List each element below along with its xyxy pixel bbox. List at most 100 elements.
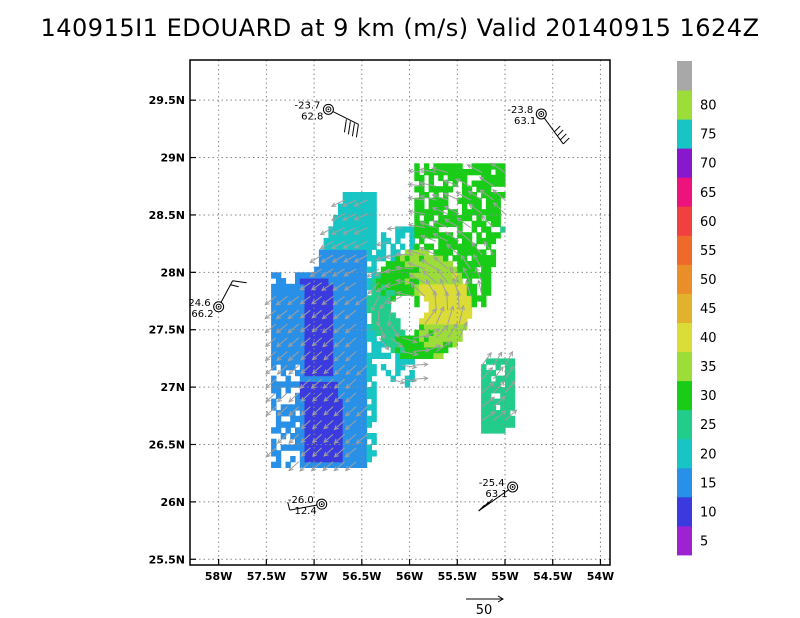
wind-cell (275, 456, 282, 463)
wind-cell (414, 266, 420, 273)
wind-cell (333, 427, 339, 434)
wind-cell (428, 329, 434, 336)
wind-cell (361, 324, 368, 331)
wind-cell (423, 192, 430, 199)
wind-vector (493, 396, 506, 407)
legend-swatch (677, 409, 692, 440)
wind-vector-head (353, 257, 360, 263)
wind-cell (328, 283, 334, 291)
wind-cell (328, 398, 334, 405)
wind-cell (500, 427, 506, 434)
wind-cell (309, 312, 315, 319)
wind-cell (271, 346, 277, 354)
wind-cell (447, 260, 454, 268)
station-top-value: -23.8 (507, 105, 533, 116)
wind-cell (462, 203, 468, 210)
wind-cell (342, 312, 349, 319)
wind-vector (331, 199, 345, 207)
wind-cell (328, 272, 334, 279)
wind-cell (380, 329, 387, 336)
wind-cell (376, 329, 382, 336)
wind-cell (490, 209, 497, 216)
wind-cell (290, 324, 296, 331)
wind-barb (553, 125, 561, 133)
wind-vector (288, 364, 300, 375)
wind-cell (309, 318, 315, 325)
wind-cell (304, 306, 310, 314)
wind-cell (280, 306, 287, 314)
wind-vector-head (435, 328, 441, 333)
wind-cell (433, 249, 439, 256)
wind-cell (318, 295, 325, 302)
wind-cell (342, 381, 349, 388)
wind-cell (347, 364, 353, 371)
wind-cell (495, 427, 501, 434)
wind-cell (371, 335, 377, 342)
wind-vector-head (353, 215, 359, 221)
wind-vector (344, 282, 357, 291)
wind-cell (352, 415, 358, 423)
wind-cell (347, 410, 353, 417)
wind-vector (312, 420, 323, 429)
wind-vector-head (419, 167, 425, 173)
wind-cell (347, 387, 353, 394)
legend-swatch (677, 525, 692, 556)
wind-cell (333, 444, 339, 451)
wind-cell (342, 358, 349, 365)
wind-vector (396, 291, 414, 297)
wind-cell (466, 249, 473, 256)
wind-vector-head (300, 451, 306, 457)
wind-cell (352, 450, 358, 457)
wind-cell (304, 341, 310, 348)
wind-cell (338, 203, 344, 210)
wind-vector-head (413, 351, 419, 357)
wind-cell (309, 358, 315, 365)
wind-cell (314, 312, 320, 319)
wind-vector (311, 461, 323, 472)
wind-cell (333, 266, 339, 273)
wind-cell (290, 335, 296, 342)
wind-vector-head (319, 244, 326, 250)
wind-cell (271, 272, 277, 279)
wind-cell (352, 272, 358, 279)
wind-cell (485, 392, 492, 400)
wind-cell (323, 237, 329, 245)
wind-vector-head (288, 438, 294, 444)
wind-cell (323, 387, 329, 394)
wind-cell (371, 410, 377, 417)
wind-vector (457, 217, 471, 229)
wind-cell (500, 174, 506, 182)
wind-cell (404, 335, 411, 342)
wind-cell (400, 358, 406, 365)
wind-cell (361, 352, 368, 359)
wind-cell (271, 324, 277, 331)
wind-cell (352, 278, 358, 285)
wind-cell (333, 283, 339, 291)
wind-vector-head (344, 314, 350, 320)
wind-cell (352, 410, 358, 417)
wind-cell (414, 278, 420, 285)
wind-cell (438, 249, 444, 256)
wind-vector (265, 351, 277, 361)
wind-cell (371, 278, 377, 285)
wind-cell (271, 387, 277, 394)
wind-vector-head (353, 229, 359, 235)
wind-cell (314, 289, 320, 296)
wind-cell (347, 341, 353, 348)
wind-cell (447, 283, 454, 291)
wind-cell (366, 301, 372, 308)
wind-cell (352, 352, 358, 359)
station-stn-se: -25.463.1 (478, 478, 519, 512)
wind-vector-head (407, 195, 413, 201)
wind-cell (438, 301, 444, 308)
wind-cell (357, 450, 363, 457)
legend-label: 55 (700, 244, 717, 259)
wind-cell (414, 352, 420, 359)
wind-cell (357, 461, 363, 468)
wind-vector (345, 392, 357, 403)
x-tick-label: 56W (396, 570, 423, 583)
wind-cell (366, 404, 372, 411)
y-tick-label: 26N (160, 496, 185, 509)
wind-cell (323, 433, 329, 440)
wind-cell (347, 232, 353, 239)
